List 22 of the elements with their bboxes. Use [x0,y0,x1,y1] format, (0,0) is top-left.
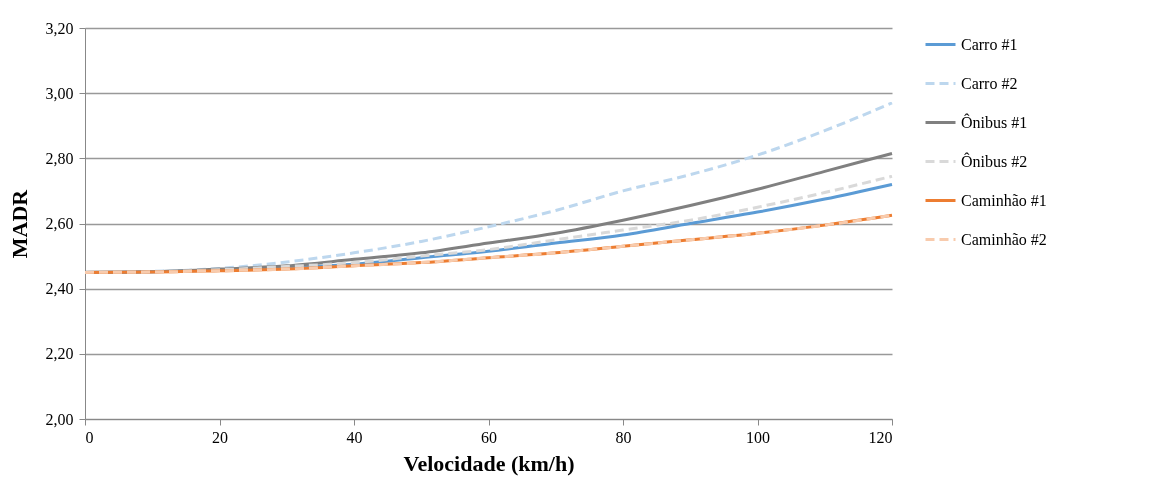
y-tick-label: 2,00 [45,410,74,428]
legend-label: Ônibus #1 [961,112,1028,131]
legend-label: Caminhão #2 [961,230,1047,248]
legend-label: Ônibus #2 [961,151,1028,170]
x-tick-label: 20 [212,428,228,446]
x-tick-label: 100 [746,428,770,446]
x-tick-label: 40 [346,428,363,446]
legend-label: Carro #2 [961,74,1018,92]
y-axis-title: MADR [6,188,32,259]
y-tick-label: 2,80 [45,149,74,167]
legend-label: Carro #1 [961,35,1018,53]
y-tick-label: 3,00 [45,84,74,102]
y-tick-label: 2,20 [45,345,74,363]
x-tick-label: 0 [85,428,94,446]
legend-label: Caminhão #1 [961,191,1047,209]
y-tick-label: 3,20 [45,19,74,37]
x-axis-title: Velocidade (km/h) [403,450,575,476]
y-tick-label: 2,40 [45,280,74,298]
y-tick-label: 2,60 [45,215,74,232]
x-tick-label: 60 [481,428,497,446]
x-tick-label: 120 [868,428,893,446]
x-tick-label: 80 [615,428,632,446]
